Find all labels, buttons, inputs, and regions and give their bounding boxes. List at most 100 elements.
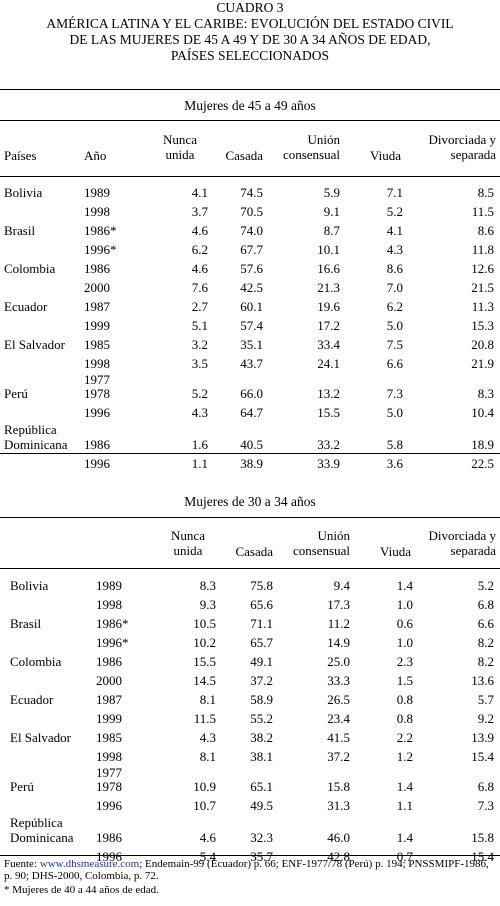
cell-viuda: 8.6 [386, 261, 403, 276]
header-union: Unión consensual [282, 132, 340, 162]
cell-nunca: 4.6 [191, 261, 208, 276]
cell-casada: 65.1 [250, 779, 273, 794]
header-nunca-2: Nunca unida [171, 528, 205, 558]
cell-year: 1996* [84, 242, 117, 257]
cell-union: 31.3 [327, 798, 350, 813]
cell-year: 1986* [96, 616, 129, 631]
cell-country: Ecuador [10, 692, 54, 707]
cell-viuda: 0.7 [396, 849, 413, 864]
cell-year: 1985 [96, 730, 122, 745]
cell-viuda: 2.2 [396, 730, 413, 745]
cell-union: 41.5 [327, 730, 350, 745]
cell-nunca: 4.1 [191, 185, 208, 200]
cell-div: 15.4 [471, 849, 494, 864]
cell-nunca: 5.1 [191, 318, 208, 333]
cell-nunca: 11.5 [193, 711, 216, 726]
header-anio: Año [84, 148, 107, 163]
rule-sub-1 [0, 120, 500, 121]
cell-casada: 32.3 [250, 830, 273, 845]
title-line-4: PAÍSES SELECCIONADOS [170, 48, 330, 63]
cell-country: Colombia [4, 261, 56, 276]
cell-union: 33.4 [317, 337, 340, 352]
cell-div: 8.6 [477, 223, 494, 238]
cell-div: 6.8 [477, 779, 494, 794]
cell-union: 13.2 [317, 386, 340, 401]
cell-viuda: 1.5 [396, 673, 413, 688]
cell-nunca: 9.3 [199, 597, 216, 612]
cell-viuda: 6.6 [386, 356, 403, 371]
cell-country: Dominicana [4, 437, 68, 452]
cell-year: 1998 [84, 204, 110, 219]
cell-viuda: 3.6 [386, 456, 403, 471]
cell-union: 26.5 [327, 692, 350, 707]
cell-nunca: 8.1 [199, 749, 216, 764]
cell-nunca: 8.3 [199, 578, 216, 593]
cell-div: 5.2 [477, 578, 494, 593]
cell-country: Colombia [10, 654, 62, 669]
cell-div: 5.7 [477, 692, 494, 707]
cell-year: 1989 [84, 185, 110, 200]
cell-viuda: 5.0 [386, 405, 403, 420]
cell-union: 11.2 [327, 616, 350, 631]
cell-nunca: 5.4 [199, 849, 216, 864]
source-text: ; Endemain-99 (Ecuador) p. 66; ENF-1977/… [4, 858, 489, 882]
cell-casada: 43.7 [240, 356, 263, 371]
cell-nunca: 10.7 [193, 798, 216, 813]
source-link[interactable]: www.dhsmeasure.com [39, 858, 140, 870]
cell-casada: 65.6 [250, 597, 273, 612]
cell-country: República [4, 422, 57, 437]
cell-viuda: 1.4 [396, 779, 413, 794]
cell-casada: 38.1 [250, 749, 273, 764]
header-casada: Casada [225, 148, 263, 163]
cell-div: 8.5 [477, 185, 494, 200]
header-paises: Países [4, 148, 37, 163]
cell-casada: 35.1 [240, 337, 263, 352]
cell-viuda: 1.4 [396, 830, 413, 845]
header-viuda-2: Viuda [380, 544, 411, 559]
cell-casada: 37.2 [250, 673, 273, 688]
cell-casada: 60.1 [240, 299, 263, 314]
cell-nunca: 10.5 [193, 616, 216, 631]
cell-div: 11.8 [471, 242, 494, 257]
table-title: CUADRO 3 AMÉRICA LATINA Y EL CARIBE: EVO… [0, 0, 500, 64]
cell-casada: 64.7 [240, 405, 263, 420]
cell-viuda: 0.8 [396, 692, 413, 707]
cell-year: 1996 [84, 405, 110, 420]
cell-nunca: 10.9 [193, 779, 216, 794]
header-union-2: Unión consensual [292, 528, 350, 558]
cell-casada: 55.2 [250, 711, 273, 726]
cell-casada: 71.1 [250, 616, 273, 631]
cell-viuda: 1.1 [396, 798, 413, 813]
cell-nunca: 4.6 [191, 223, 208, 238]
cell-union: 19.6 [317, 299, 340, 314]
cell-union: 14.9 [327, 635, 350, 650]
cell-casada: 42.5 [240, 280, 263, 295]
cell-casada: 74.0 [240, 223, 263, 238]
cell-nunca: 1.6 [191, 437, 208, 452]
cell-nunca: 2.7 [191, 299, 208, 314]
cell-div: 11.5 [471, 204, 494, 219]
cell-div: 8.2 [477, 635, 494, 650]
rule-header-1 [0, 176, 500, 177]
cell-nunca: 4.3 [199, 730, 216, 745]
cell-nunca: 10.2 [193, 635, 216, 650]
cell-viuda: 6.2 [386, 299, 403, 314]
cell-year: 1987 [96, 692, 122, 707]
rule-header-2 [0, 568, 500, 569]
title-line-1: CUADRO 3 [216, 0, 284, 15]
cell-union: 16.6 [317, 261, 340, 276]
source-note: Fuente: www.dhsmeasure.com; Endemain-99 … [4, 858, 496, 882]
cell-casada: 67.7 [240, 242, 263, 257]
cell-year: 1996 [96, 798, 122, 813]
cell-year: 1998 [84, 356, 110, 371]
cell-country: Ecuador [4, 299, 48, 314]
cell-country: Bolivia [4, 185, 43, 200]
cell-country: Perú [4, 386, 28, 401]
cell-casada: 49.1 [250, 654, 273, 669]
table1-subtitle: Mujeres de 45 a 49 años [184, 98, 316, 113]
header-casada-2: Casada [235, 544, 273, 559]
cell-country: Dominicana [10, 830, 74, 845]
cell-casada: 57.6 [240, 261, 263, 276]
cell-nunca: 15.5 [193, 654, 216, 669]
cell-union: 8.7 [323, 223, 340, 238]
